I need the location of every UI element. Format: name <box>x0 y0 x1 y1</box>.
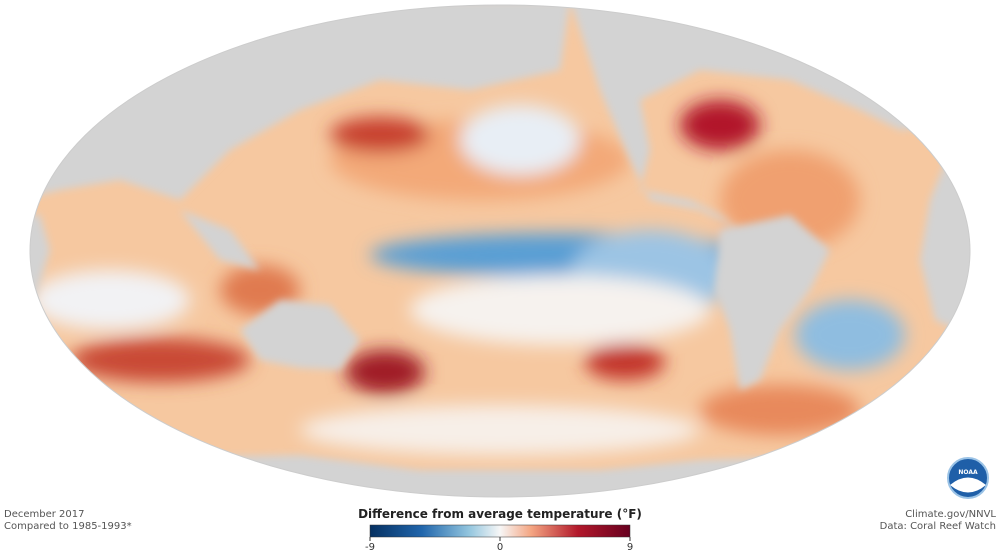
date: December 2017 <box>4 509 84 520</box>
globe-outline <box>29 4 971 498</box>
noaa-logo: NOAA <box>947 457 989 499</box>
credit: Climate.gov/NNVL <box>905 509 996 520</box>
tick-label: 9 <box>627 542 633 553</box>
tick-label: 0 <box>497 542 503 553</box>
logo-text: NOAA <box>958 469 978 476</box>
legend-title: Difference from average temperature (°F) <box>358 507 642 521</box>
source: Data: Coral Reef Watch <box>880 521 996 532</box>
baseline: Compared to 1985-1993* <box>4 521 132 532</box>
colorbar-ticks: -9 0 9 <box>365 537 633 553</box>
colorbar <box>369 524 631 538</box>
tick-label: -9 <box>365 542 375 553</box>
